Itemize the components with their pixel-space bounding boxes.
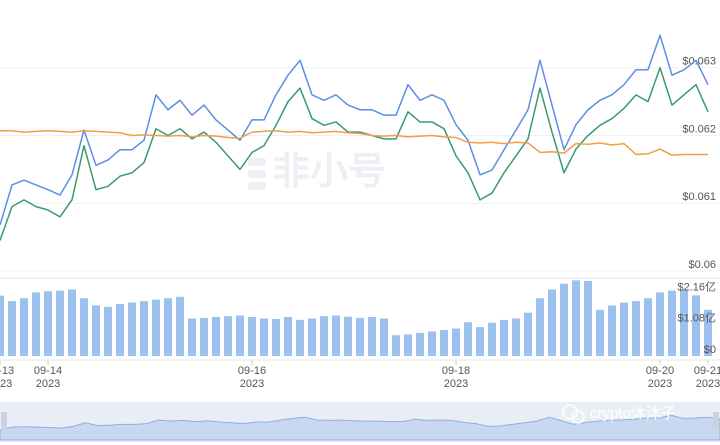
price-line <box>0 67 709 241</box>
volume-bar <box>560 283 568 356</box>
volume-bar <box>332 315 340 356</box>
volume-bar <box>704 309 712 356</box>
watermark-icon <box>248 170 266 178</box>
volume-bar <box>536 298 544 356</box>
volume-bar <box>512 318 520 356</box>
volume-bar <box>452 328 460 356</box>
volume-bar <box>44 291 52 356</box>
volume-bar <box>152 299 160 356</box>
y-tick-label: $0.061 <box>682 191 716 203</box>
watermark-text: 非小号 <box>272 151 386 193</box>
volume-bar <box>68 289 76 356</box>
volume-bar <box>236 315 244 356</box>
x-tick-year: 2023 <box>648 378 672 390</box>
x-tick-label: 09-18 <box>442 365 470 377</box>
wechat-badge: crypto沐沐子 <box>562 404 676 424</box>
volume-bar <box>632 301 640 356</box>
watermark-icon <box>248 158 266 166</box>
volume-bar <box>308 318 316 356</box>
volume-bar <box>164 298 172 356</box>
volume-bar <box>92 305 100 356</box>
volume-bar <box>80 298 88 356</box>
volume-bar <box>116 304 124 356</box>
volume-bar <box>248 317 256 356</box>
volume-bar <box>524 312 532 356</box>
volume-bar <box>272 319 280 356</box>
x-tick-label: 09-20 <box>646 365 674 377</box>
volume-bar <box>656 292 664 356</box>
volume-bar <box>416 332 424 356</box>
volume-bar <box>200 317 208 356</box>
volume-bar <box>32 292 40 356</box>
volume-bar <box>680 289 688 356</box>
volume-bar <box>644 298 652 356</box>
volume-bar <box>284 317 292 356</box>
volume-bar <box>464 322 472 356</box>
volume-bar <box>344 316 352 356</box>
volume-bar <box>392 335 400 356</box>
x-tick-year: 2023 <box>36 378 60 390</box>
volume-bar <box>212 317 220 356</box>
x-tick-year: 2023 <box>240 378 264 390</box>
wechat-icon <box>571 410 585 424</box>
x-tick-label: 09-13 <box>0 365 14 377</box>
volume-bar <box>440 330 448 356</box>
volume-bar <box>668 290 676 356</box>
volume-bar <box>356 317 364 356</box>
price-line <box>0 34 709 226</box>
volume-bar <box>368 317 376 356</box>
volume-bar <box>548 289 556 356</box>
watermark-icon <box>248 182 266 190</box>
volume-bar <box>260 318 268 356</box>
navigator-series <box>0 414 720 441</box>
x-tick-year: 2023 <box>0 378 12 390</box>
volume-bar <box>620 302 628 356</box>
x-tick-year: 2023 <box>444 378 468 390</box>
volume-bar <box>428 331 436 356</box>
volume-bar <box>476 327 484 356</box>
y-tick-label: $2.16亿 <box>677 281 716 294</box>
x-tick-label: 09-16 <box>238 365 266 377</box>
y-tick-label: $0.062 <box>682 123 716 135</box>
volume-bar <box>56 290 64 356</box>
volume-bar <box>608 305 616 356</box>
volume-bar <box>692 295 700 356</box>
x-tick-label: 09-21 <box>694 365 720 377</box>
volume-bar <box>0 295 4 356</box>
volume-bar <box>584 280 592 356</box>
volume-bar <box>8 301 16 356</box>
y-tick-label: $1.08亿 <box>677 312 716 325</box>
volume-bar <box>596 309 604 356</box>
wechat-icon <box>562 404 578 420</box>
y-tick-label: $0.06 <box>688 259 716 271</box>
volume-bar <box>380 318 388 356</box>
volume-bar <box>296 319 304 356</box>
watermark: 非小号 <box>248 151 386 193</box>
y-tick-label: $0 <box>704 344 716 356</box>
navigator-handle[interactable] <box>1 412 7 430</box>
volume-bar <box>104 306 112 356</box>
volume-bar <box>224 316 232 356</box>
volume-bar <box>404 334 412 356</box>
volume-bar <box>488 322 496 356</box>
x-tick-label: 09-14 <box>34 365 62 377</box>
volume-bar <box>20 298 28 356</box>
volume-bar <box>320 316 328 356</box>
volume-bar <box>128 302 136 356</box>
volume-bar <box>176 296 184 356</box>
navigator-handle[interactable] <box>713 412 719 430</box>
volume-bar <box>140 301 148 356</box>
volume-bar <box>500 319 508 356</box>
wechat-text: crypto沐沐子 <box>590 405 676 422</box>
x-tick-year: 2023 <box>696 378 720 390</box>
volume-bar <box>572 280 580 356</box>
price-line <box>0 130 708 156</box>
volume-bar <box>188 318 196 356</box>
